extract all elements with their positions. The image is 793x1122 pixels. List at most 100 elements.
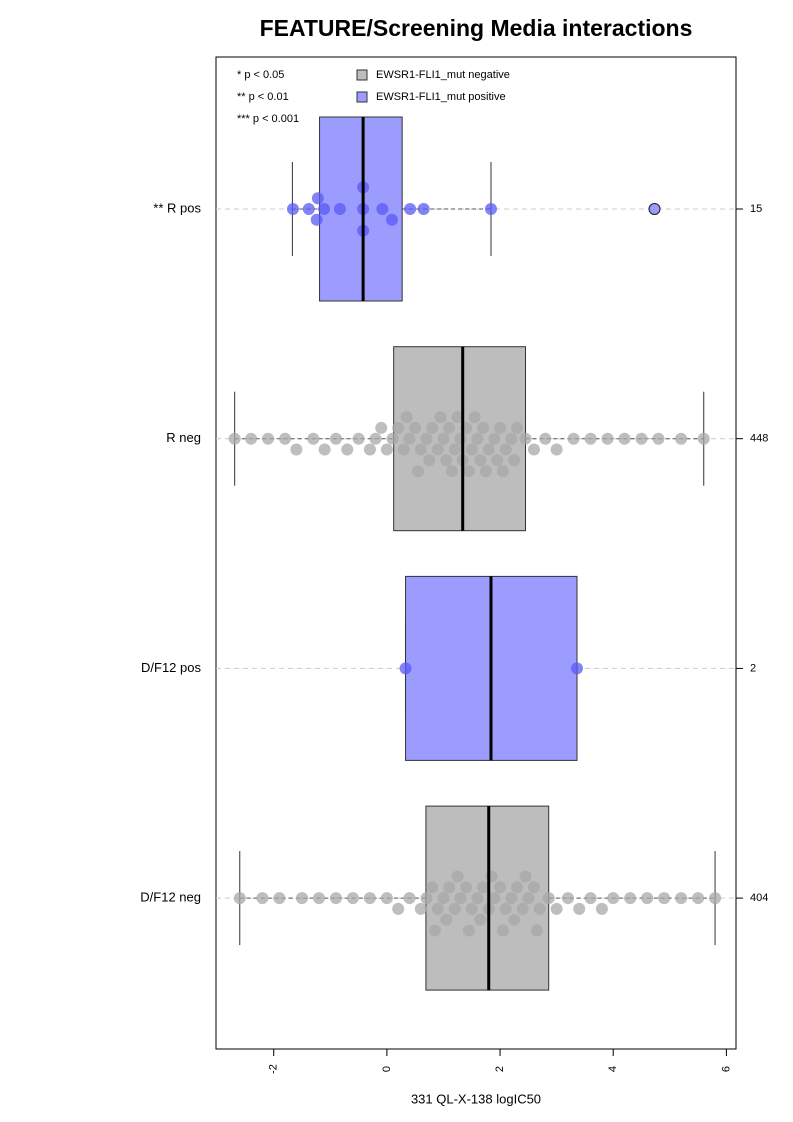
data-point [286,203,299,215]
data-point [454,892,467,905]
data-point [641,892,654,905]
data-point [465,902,478,915]
legend-swatch [356,69,368,81]
data-point [341,443,354,456]
significance-note: * p < 0.05 [237,69,284,81]
outlier [648,203,661,215]
data-point [400,411,413,424]
data-point [550,443,563,456]
x-tick-label: 4 [607,1066,619,1072]
x-axis-label: 331 QL-X-138 logIC50 [411,1091,541,1106]
group-label: D/F12 neg [140,890,201,905]
data-point [508,913,521,926]
data-point [519,432,532,445]
data-point [403,892,416,905]
data-point [522,892,535,905]
group-count: 2 [750,662,756,674]
data-point [262,432,275,445]
data-point [697,432,710,445]
data-point [233,892,246,905]
group-count: 15 [750,203,762,215]
data-point [346,892,359,905]
data-point [256,892,269,905]
data-point [426,421,439,434]
data-point [484,203,497,215]
data-point [307,432,320,445]
data-point [527,443,540,456]
data-point [437,432,450,445]
data-point [431,443,444,456]
data-point [363,892,376,905]
data-point [404,203,417,215]
data-point [376,203,389,215]
data-point [519,870,532,883]
data-point [397,443,410,456]
data-point [290,443,303,456]
data-point [595,902,608,915]
data-point [423,454,436,467]
data-point [420,432,433,445]
data-point [445,465,458,478]
data-point [437,892,450,905]
data-point [311,192,324,205]
data-point [465,443,478,456]
data-point [567,432,580,445]
data-point [508,454,521,467]
data-point [279,432,292,445]
data-point [477,881,490,894]
data-point [474,454,487,467]
data-point [511,881,524,894]
data-point [363,443,376,456]
data-point [533,902,546,915]
data-point [434,411,447,424]
data-point [618,432,631,445]
data-point [454,432,467,445]
data-point [329,892,342,905]
data-point [505,432,518,445]
x-tick-label: 0 [381,1066,393,1072]
data-point [329,432,342,445]
x-tick-label: -2 [268,1064,280,1074]
data-point [369,432,382,445]
data-point [530,924,543,937]
group-count: 448 [750,433,768,445]
data-point [440,454,453,467]
data-point [375,421,388,434]
data-point [496,465,509,478]
data-point [448,443,461,456]
data-point [652,432,665,445]
data-point [571,662,584,675]
data-point [675,432,688,445]
data-point [443,881,456,894]
data-point [511,421,524,434]
data-point [399,662,412,675]
data-point [601,432,614,445]
legend-swatch [356,91,368,103]
data-point [491,454,504,467]
data-point [658,892,671,905]
data-point [414,443,427,456]
data-point [471,892,484,905]
data-point [245,432,258,445]
data-point [527,881,540,894]
data-point [462,924,475,937]
legend-label: EWSR1-FLI1_mut negative [376,69,510,81]
data-point [333,203,346,215]
data-point [302,203,315,215]
data-point [468,411,481,424]
chart-title: FEATURE/Screening Media interactions [260,15,693,41]
data-point [412,465,425,478]
data-point [451,870,464,883]
data-point [542,892,555,905]
data-point [496,924,509,937]
x-tick-label: 6 [720,1066,732,1072]
data-point [228,432,241,445]
group-label: D/F12 pos [141,660,201,675]
data-point [692,892,705,905]
data-point [312,892,325,905]
data-point [499,443,512,456]
data-point [420,892,433,905]
data-point [624,892,637,905]
data-point [273,892,286,905]
